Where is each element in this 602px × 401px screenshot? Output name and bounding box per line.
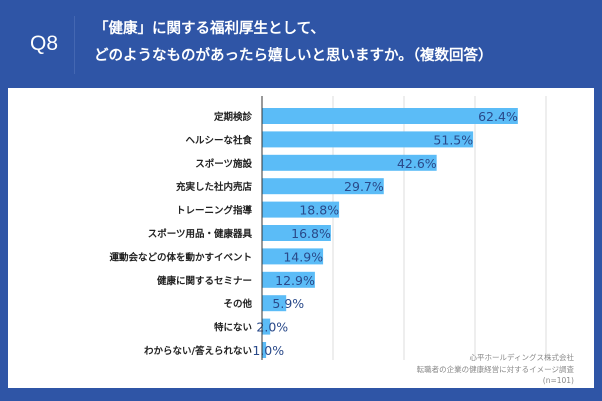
title-line-2: どのようなものがあったら嬉しいと思いますか。（複数回答） bbox=[94, 48, 493, 64]
category-label: スポーツ施設 bbox=[195, 158, 252, 170]
bar bbox=[262, 154, 437, 171]
category-label: 充実した社内売店 bbox=[176, 181, 253, 193]
bar bbox=[262, 295, 287, 312]
bar bbox=[262, 248, 324, 265]
category-label: トレーニング指導 bbox=[176, 205, 253, 217]
category-label: 定期検診 bbox=[213, 111, 253, 123]
category-label: ヘルシーな社食 bbox=[185, 134, 252, 146]
bar-chart: 定期検診 62.4% ヘルシーな社食 51.5% スポーツ施設 42.6% 充実した社内売店… bbox=[109, 96, 547, 360]
bar bbox=[262, 131, 474, 148]
bar bbox=[262, 201, 340, 218]
category-label: その他 bbox=[223, 298, 252, 310]
bar bbox=[262, 178, 384, 195]
source-survey: 転職者の企業の健康経営に対するイメージ調査 bbox=[416, 365, 574, 374]
value-label: 2.0% bbox=[256, 320, 288, 335]
category-label: 運動会などの体を動かすイベント bbox=[109, 251, 252, 263]
source-company: 心平ホールディングス株式会社 bbox=[469, 353, 574, 362]
category-label: わからない/答えられない bbox=[144, 345, 252, 357]
value-label: 12.9% bbox=[275, 273, 315, 288]
value-label: 16.8% bbox=[291, 226, 331, 241]
divider bbox=[74, 16, 75, 74]
category-label: スポーツ用品・健康器具 bbox=[148, 228, 253, 240]
value-label: 29.7% bbox=[344, 179, 384, 194]
value-label: 51.5% bbox=[433, 132, 473, 147]
bar bbox=[262, 342, 267, 358]
category-label: 特にない bbox=[214, 322, 252, 334]
value-label: 42.6% bbox=[397, 156, 437, 171]
title-line-1: 「健康」に関する福利厚生として、 bbox=[94, 21, 325, 37]
value-label: 62.4% bbox=[478, 109, 518, 124]
value-label: 18.8% bbox=[299, 203, 339, 218]
bar bbox=[262, 318, 271, 335]
category-label: 健康に関するセミナー bbox=[157, 275, 252, 287]
chart-panel: 定期検診 62.4% ヘルシーな社食 51.5% スポーツ施設 42.6% 充実した社内売店… bbox=[8, 88, 594, 388]
question-number: Q8 bbox=[30, 32, 59, 55]
value-label: 1.0% bbox=[252, 343, 284, 358]
value-label: 14.9% bbox=[283, 249, 323, 264]
bar bbox=[262, 108, 518, 124]
source-n: (n=101) bbox=[542, 376, 574, 385]
bar bbox=[262, 225, 331, 241]
value-label: 5.9% bbox=[272, 296, 304, 311]
bar bbox=[262, 271, 315, 288]
